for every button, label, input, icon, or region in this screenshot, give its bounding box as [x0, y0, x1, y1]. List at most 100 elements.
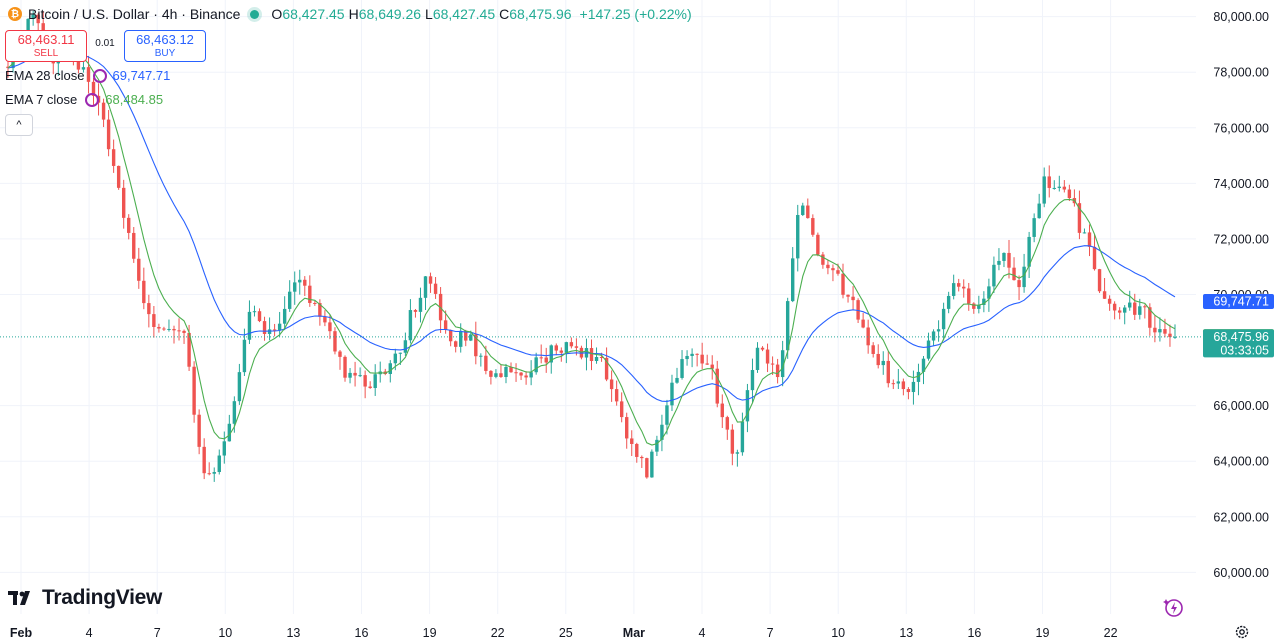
candle [1128, 290, 1132, 311]
candle [977, 295, 981, 314]
time-axis[interactable]: Feb 4 7 10 13 16 19 22 25 Mar 4 7 10 13 16 19 22 [10, 626, 1118, 640]
candle [650, 449, 654, 478]
candle [946, 291, 951, 314]
brand-name: TradingView [42, 586, 163, 609]
candle-body [1022, 266, 1026, 288]
candle [338, 349, 342, 370]
change-value: +147.25 (+0.22%) [579, 6, 692, 22]
collapse-legend-button[interactable]: ^ [5, 114, 33, 136]
candle [1087, 224, 1092, 257]
candle [162, 326, 166, 331]
refresh-icon[interactable] [85, 92, 100, 107]
sparkle-icon[interactable] [1162, 596, 1186, 620]
candle-body [137, 258, 141, 281]
candle-body [252, 311, 257, 313]
candle-body [765, 349, 770, 364]
candle [257, 308, 262, 323]
candle-body [705, 363, 709, 365]
candle [584, 338, 589, 371]
candle-body [453, 341, 458, 347]
candle-body [499, 373, 503, 378]
candle [665, 399, 669, 435]
candle-body [1148, 307, 1152, 328]
candle [941, 302, 946, 341]
candle-body [267, 329, 272, 334]
candle-body [901, 381, 906, 390]
candle [625, 412, 629, 449]
candle [453, 340, 458, 353]
candle [609, 370, 614, 402]
candle [197, 409, 201, 455]
candle [770, 356, 775, 375]
candle-body [750, 370, 755, 391]
candle-body [1067, 189, 1072, 199]
sell-button[interactable]: 68,463.11 SELL [5, 30, 87, 62]
y-tick-label: 62,000.00 [1213, 510, 1269, 524]
price-label-bg [1203, 329, 1274, 358]
candle [484, 345, 488, 375]
indicator-ema7[interactable]: EMA 7 close 68,484.85 [5, 92, 163, 107]
candle-body [690, 353, 694, 356]
candle-body [997, 260, 1001, 265]
candle [313, 300, 317, 306]
candle-body [1052, 187, 1056, 189]
candle [1173, 324, 1177, 339]
candle-body [831, 268, 835, 271]
high-label: H [348, 6, 359, 22]
candle-body [217, 455, 221, 473]
sell-label: SELL [33, 48, 59, 59]
candle-body [1173, 336, 1177, 338]
candle-body [599, 357, 604, 359]
candle [1153, 315, 1157, 343]
candle-body [232, 401, 237, 424]
candle-body [1168, 333, 1172, 338]
candle [831, 264, 835, 282]
candle [111, 139, 116, 173]
candle [277, 311, 282, 337]
candle-body [1122, 307, 1127, 313]
candle [157, 323, 161, 333]
candle-body [353, 372, 357, 376]
symbol-title[interactable]: Bitcoin / U.S. Dollar · 4h · Binance [28, 6, 241, 22]
refresh-icon[interactable] [92, 68, 107, 83]
price-label: 69,747.71 [1203, 294, 1274, 310]
candle [212, 467, 216, 482]
buy-button[interactable]: 68,463.12 BUY [124, 30, 206, 62]
candle-body [594, 357, 599, 362]
candle-body [1133, 302, 1137, 315]
candle-body [866, 327, 870, 346]
candle-body [529, 372, 533, 378]
candle [172, 325, 176, 344]
candle [936, 320, 941, 342]
candle-body [715, 368, 719, 404]
candle [1107, 295, 1112, 311]
market-open-dot-icon [250, 9, 260, 19]
candle-body [614, 389, 619, 402]
indicator-name: EMA 7 close [5, 92, 78, 107]
high-value: 68,649.26 [358, 6, 422, 22]
candle-body [987, 286, 991, 299]
candle [287, 280, 292, 312]
candle [826, 259, 830, 275]
tradingview-logo[interactable]: TradingView [8, 586, 162, 610]
candle-body [459, 330, 463, 347]
symbol-header[interactable]: ₿ Bitcoin / U.S. Dollar · 4h · Binance O… [0, 0, 692, 28]
gear-icon[interactable] [1234, 624, 1250, 640]
candle [992, 256, 996, 294]
candle [589, 339, 594, 371]
candle-body [871, 345, 875, 354]
candle [368, 381, 372, 389]
sell-price: 68,463.11 [17, 32, 75, 47]
candle [101, 98, 106, 128]
candle-body [91, 81, 96, 96]
indicator-ema28[interactable]: EMA 28 close 69,747.71 [5, 68, 170, 83]
candle-body [720, 403, 724, 418]
x-tick-label: 10 [831, 626, 845, 640]
candle [881, 351, 885, 375]
candle [328, 314, 332, 340]
candle [428, 272, 433, 293]
candle-body [197, 414, 201, 447]
candle-body [836, 270, 840, 274]
candle [1102, 277, 1107, 299]
